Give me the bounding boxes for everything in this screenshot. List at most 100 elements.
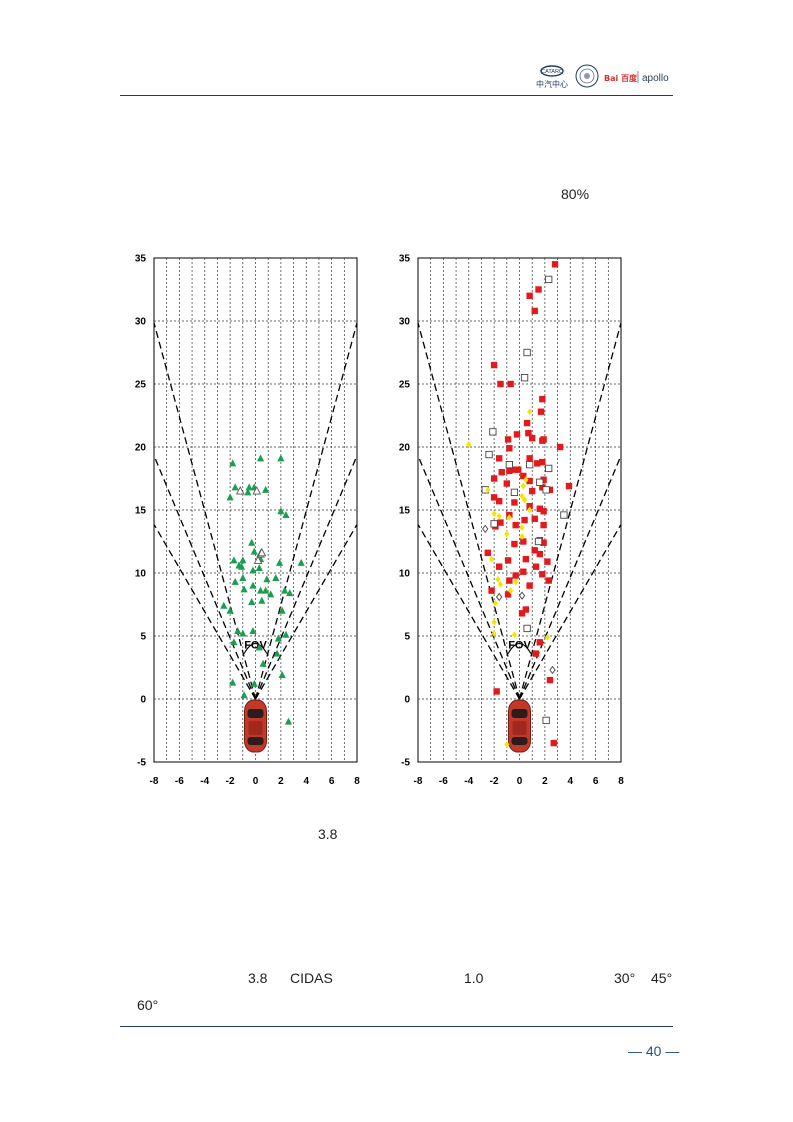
data-point (244, 488, 252, 496)
data-point (515, 466, 522, 473)
series-filled-square (484, 261, 573, 747)
data-point (551, 261, 559, 268)
data-point (239, 556, 247, 564)
data-point (550, 739, 557, 747)
data-point (539, 395, 546, 403)
y-tick-label: 15 (399, 506, 411, 517)
data-point (256, 586, 265, 594)
x-tick-label: 2 (542, 776, 548, 787)
data-point (258, 596, 266, 604)
data-point (527, 408, 533, 416)
data-point (518, 591, 526, 600)
data-point (488, 555, 495, 563)
data-point (546, 486, 554, 494)
paragraph-value-d: 30° (614, 970, 636, 986)
logo4-text: apollo (642, 73, 669, 84)
fov-label: FOV (508, 640, 531, 652)
data-point (496, 455, 503, 462)
data-point (282, 630, 290, 638)
series-open-diamond (482, 524, 556, 675)
data-point (518, 610, 526, 617)
data-point (523, 419, 531, 427)
data-point (504, 591, 512, 598)
data-point (534, 460, 541, 467)
data-point (506, 577, 513, 584)
data-point (540, 539, 547, 546)
data-point (509, 466, 517, 473)
fov-label: FOV (244, 640, 267, 652)
x-tick-label: 6 (593, 776, 599, 787)
x-tick-label: 0 (517, 776, 523, 787)
data-point (526, 582, 533, 589)
y-tick-label: 30 (399, 317, 411, 328)
x-tick-label: 8 (618, 776, 624, 787)
data-point (273, 649, 281, 657)
data-point (531, 515, 538, 523)
data-point (255, 643, 263, 651)
percent-text: 80% (561, 186, 590, 202)
data-point (274, 634, 282, 642)
data-point (496, 592, 503, 602)
data-point (504, 436, 512, 443)
data-point (497, 519, 504, 526)
y-tick-label: 35 (135, 254, 147, 265)
x-tick-label: -6 (175, 776, 184, 787)
fov-lines (417, 322, 622, 700)
data-point (521, 516, 528, 524)
y-tick-label: 20 (399, 443, 411, 454)
data-point (491, 618, 497, 626)
data-point (511, 631, 518, 639)
x-tick-label: 4 (303, 776, 309, 787)
y-tick-label: 0 (140, 695, 146, 706)
page-number: — 40 — (628, 1043, 680, 1059)
data-point (496, 512, 502, 520)
y-tick-label: -5 (137, 758, 146, 769)
data-point (490, 361, 498, 369)
data-point (545, 275, 553, 284)
data-point (257, 547, 267, 557)
data-point (539, 484, 546, 491)
data-point (229, 459, 237, 467)
data-point (239, 574, 247, 582)
data-point (256, 454, 265, 462)
y-tick-label: 30 (135, 317, 147, 328)
data-point (489, 428, 497, 436)
logo1-text: 中汽中心 (536, 79, 568, 89)
data-point (506, 445, 513, 452)
data-point (539, 571, 546, 578)
data-point (519, 492, 525, 500)
data-point (484, 549, 491, 557)
x-tick-label: -8 (414, 776, 423, 787)
data-point (560, 511, 568, 519)
grid-lines (418, 258, 621, 762)
data-point (491, 510, 497, 518)
baidu-logo: Bai 百度 apollo (604, 71, 669, 84)
data-point (466, 441, 472, 448)
data-point (281, 586, 289, 594)
data-point (235, 486, 245, 495)
data-point (511, 499, 518, 506)
data-point (544, 558, 551, 565)
data-point (545, 464, 553, 473)
data-point (255, 563, 263, 571)
x-tick-label: -6 (439, 776, 448, 787)
data-point (253, 555, 263, 564)
data-point (539, 458, 546, 466)
data-point (523, 624, 531, 633)
fov-lines (153, 322, 358, 700)
data-point (528, 487, 536, 495)
series-open-triangle (235, 486, 267, 564)
paragraph-value-a: 3.8 (248, 970, 268, 986)
data-point (297, 558, 305, 566)
grid-lines (154, 258, 357, 762)
y-tick-label: 0 (404, 695, 410, 706)
y-tick-label: 10 (135, 569, 147, 580)
data-point (520, 568, 527, 575)
data-point (505, 460, 514, 469)
data-point (496, 497, 503, 505)
footer-rule (120, 1026, 673, 1027)
data-point (537, 408, 545, 415)
y-tick-label: 35 (399, 254, 411, 265)
right-scatter-svg: -5 0 5 10 15 20 25 30 35 -8 -6 -4 -2 0 2 4 6 8 FOV (399, 254, 624, 788)
data-point (239, 629, 247, 637)
